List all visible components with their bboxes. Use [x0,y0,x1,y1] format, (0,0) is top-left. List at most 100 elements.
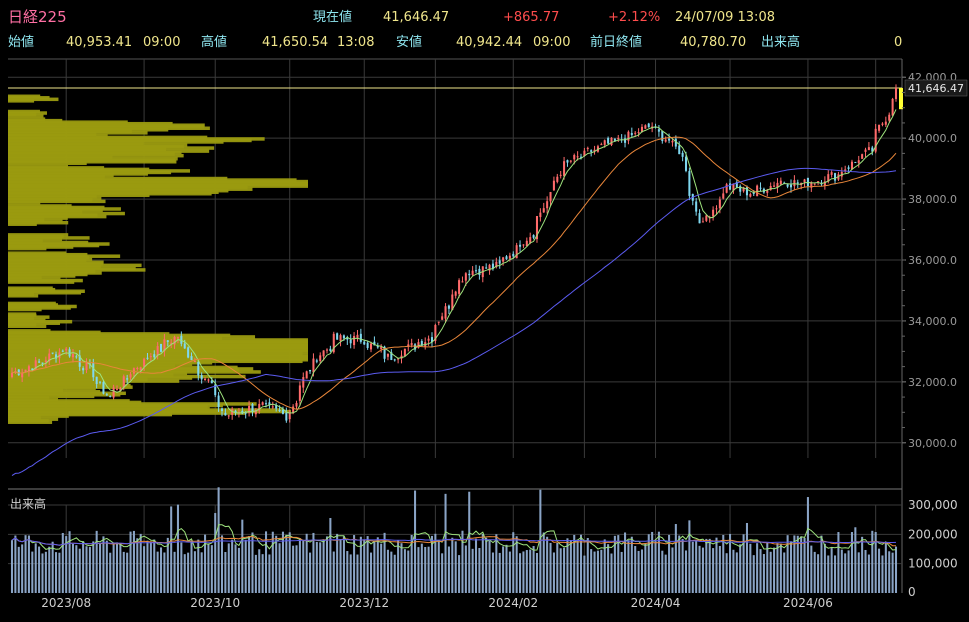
volume-bar [366,536,369,593]
volume-bar [200,552,203,593]
volume-bar [729,533,732,593]
volume-bar [857,552,860,593]
candle-down [739,186,742,192]
candle-up [867,147,870,151]
volume-bar [424,546,427,593]
volume-bar [342,536,345,593]
candle-up [298,385,301,401]
volume-bar [356,554,359,593]
candle-down [729,183,732,190]
volume-bar [99,542,102,593]
volume-bar [552,552,555,593]
volume-bar [525,550,528,593]
price-tick-label: 38,000.0 [908,193,957,206]
volume-bar [519,553,522,593]
volume-profile-bar [8,301,56,306]
candle-up [461,281,464,283]
volume-bar [234,544,237,593]
volume-bar [854,527,857,593]
volume-bar [180,542,183,593]
candle-up [271,406,274,408]
candle-up [339,335,342,341]
candle-up [119,387,122,392]
candle-up [471,270,474,275]
volume-bar [874,532,877,593]
volume-bar [254,554,257,593]
current-price-value: 41,646.47 [383,10,450,25]
volume-bar [403,549,406,593]
volume-bar [190,540,193,593]
candle-down [217,395,220,408]
volume-bar [732,549,735,593]
volume-bar [630,536,633,593]
volume-bar [454,541,457,593]
candle-up [769,186,772,191]
candle-up [322,350,325,357]
volume-bar [214,513,217,593]
candle-up [576,156,579,158]
volume-bar [759,549,762,593]
candle-up [894,87,898,100]
candle-up [874,128,877,152]
candle-down [41,362,44,364]
volume-bar [705,538,708,593]
high-value: 41,650.54 [262,35,329,50]
candle-down [668,138,671,141]
candle-up [34,360,37,370]
volume-bar [261,554,264,593]
volume-bar [644,543,647,593]
volume-bar [109,552,112,593]
volume-tick-label: 300,000 [908,498,958,512]
volume-bar [48,546,51,593]
volume-bar [51,541,54,593]
prev-close-value: 40,780.70 [680,35,747,50]
candle-up [261,402,264,405]
volume-bar [441,553,444,593]
volume-profile-bar [8,109,40,114]
volume-bar [586,538,589,593]
volume-bar [485,537,488,593]
prev-close-label: 前日終値 [590,35,643,50]
volume-bar [31,551,34,593]
candle-up [427,338,430,341]
candle-down [532,235,535,238]
volume-bar [315,541,318,593]
candle-down [420,341,423,346]
volume-bar [691,541,694,593]
volume-value-header: 0 [894,35,903,50]
volume-bar [749,543,752,593]
candle-down [264,403,268,405]
volume-bar [65,536,68,593]
high-time: 13:08 [337,35,375,50]
volume-bar [539,489,542,593]
volume-bar [810,545,813,593]
candle-up [803,179,806,183]
candle-up [817,181,820,183]
candle-up [556,176,559,182]
volume-bar [220,535,224,593]
volume-bar [139,533,142,593]
candle-up [827,174,830,182]
candle-down [38,361,41,363]
date-tick-label: 2023/10 [190,596,240,610]
price-change-percent: +2.12% [608,10,661,25]
volume-bar [376,537,379,593]
volume-bar [369,552,373,593]
candle-up [878,124,881,131]
candle-down [735,181,738,188]
volume-bar [38,546,41,593]
candle-up [258,403,261,411]
candle-up [295,402,298,407]
candle-up [170,342,173,344]
volume-bar [495,534,498,593]
candle-down [661,130,664,142]
volume-bar [17,546,20,593]
volume-bar [684,550,688,593]
volume-bar [603,539,606,593]
candle-up [495,261,498,268]
volume-bar [783,552,786,593]
volume-bar [800,536,803,593]
candle-down [854,161,857,163]
volume-bar [244,539,247,593]
